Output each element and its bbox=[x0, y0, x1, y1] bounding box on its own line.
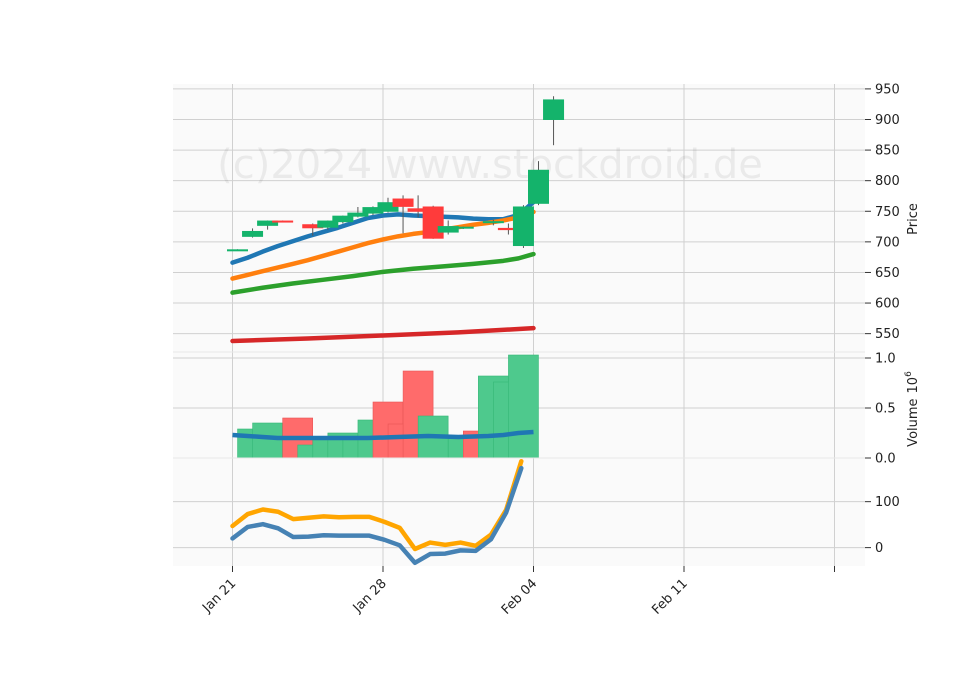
y-tick-label: 650 bbox=[875, 266, 900, 281]
moving-average-line bbox=[230, 199, 536, 265]
volume-panel bbox=[232, 354, 539, 459]
x-tick-label: Jan 21 bbox=[199, 576, 239, 616]
volume-axis-exponent: 6 bbox=[904, 371, 914, 377]
candle-body bbox=[512, 206, 534, 247]
candle-body bbox=[543, 99, 565, 120]
y-tick-label: 0 bbox=[875, 541, 883, 556]
y-tick-label: 100 bbox=[875, 495, 900, 510]
candle-body bbox=[257, 220, 279, 226]
candle-body bbox=[227, 249, 248, 252]
y-tick-label: 550 bbox=[875, 327, 900, 342]
candle-body bbox=[377, 202, 399, 212]
oscillator-panel bbox=[230, 458, 524, 566]
volume-bar bbox=[508, 354, 539, 459]
y-tick-label: 0.5 bbox=[875, 402, 896, 417]
volume-average-line bbox=[232, 429, 534, 441]
candle-body bbox=[452, 226, 474, 229]
x-tick-label: Feb 11 bbox=[649, 576, 691, 618]
y-tick-label: 950 bbox=[875, 82, 900, 97]
y-tick-label: 800 bbox=[875, 174, 900, 189]
moving-average-line bbox=[230, 325, 536, 344]
oscillator-line bbox=[230, 465, 524, 566]
y-tick-label: 1.0 bbox=[875, 352, 896, 367]
volume-bar bbox=[252, 422, 283, 459]
candle-body bbox=[482, 221, 504, 224]
y-tick-label: 750 bbox=[875, 205, 900, 220]
candle-body bbox=[272, 220, 294, 223]
price-axis-label: Price bbox=[906, 203, 921, 235]
x-tick-label: Feb 04 bbox=[499, 576, 541, 618]
y-tick-label: 900 bbox=[875, 113, 900, 128]
volume-axis-label: Volume 106 bbox=[904, 371, 921, 447]
y-tick-label: 700 bbox=[875, 235, 900, 250]
moving-average-line bbox=[230, 251, 536, 295]
oscillator-line bbox=[230, 458, 524, 552]
y-tick-label: 600 bbox=[875, 297, 900, 312]
candle-body bbox=[317, 220, 339, 228]
candle-body bbox=[392, 198, 414, 207]
volume-axis-title: Volume bbox=[906, 398, 921, 446]
y-tick-label: 850 bbox=[875, 144, 900, 159]
candle-body bbox=[437, 226, 459, 233]
x-tick-label: Jan 28 bbox=[350, 576, 390, 616]
moving-average-line bbox=[230, 209, 536, 281]
candle-body bbox=[347, 212, 369, 217]
watermark: (c)2024 www.stockdroid.de bbox=[217, 142, 763, 188]
candle-body bbox=[528, 169, 549, 204]
volume-axis-unit: 10 bbox=[906, 377, 921, 394]
price-panel bbox=[227, 96, 565, 344]
y-tick-label: 0.0 bbox=[875, 452, 896, 467]
candle-body bbox=[422, 206, 444, 239]
candle-body bbox=[332, 215, 354, 223]
candle-body bbox=[242, 230, 264, 237]
